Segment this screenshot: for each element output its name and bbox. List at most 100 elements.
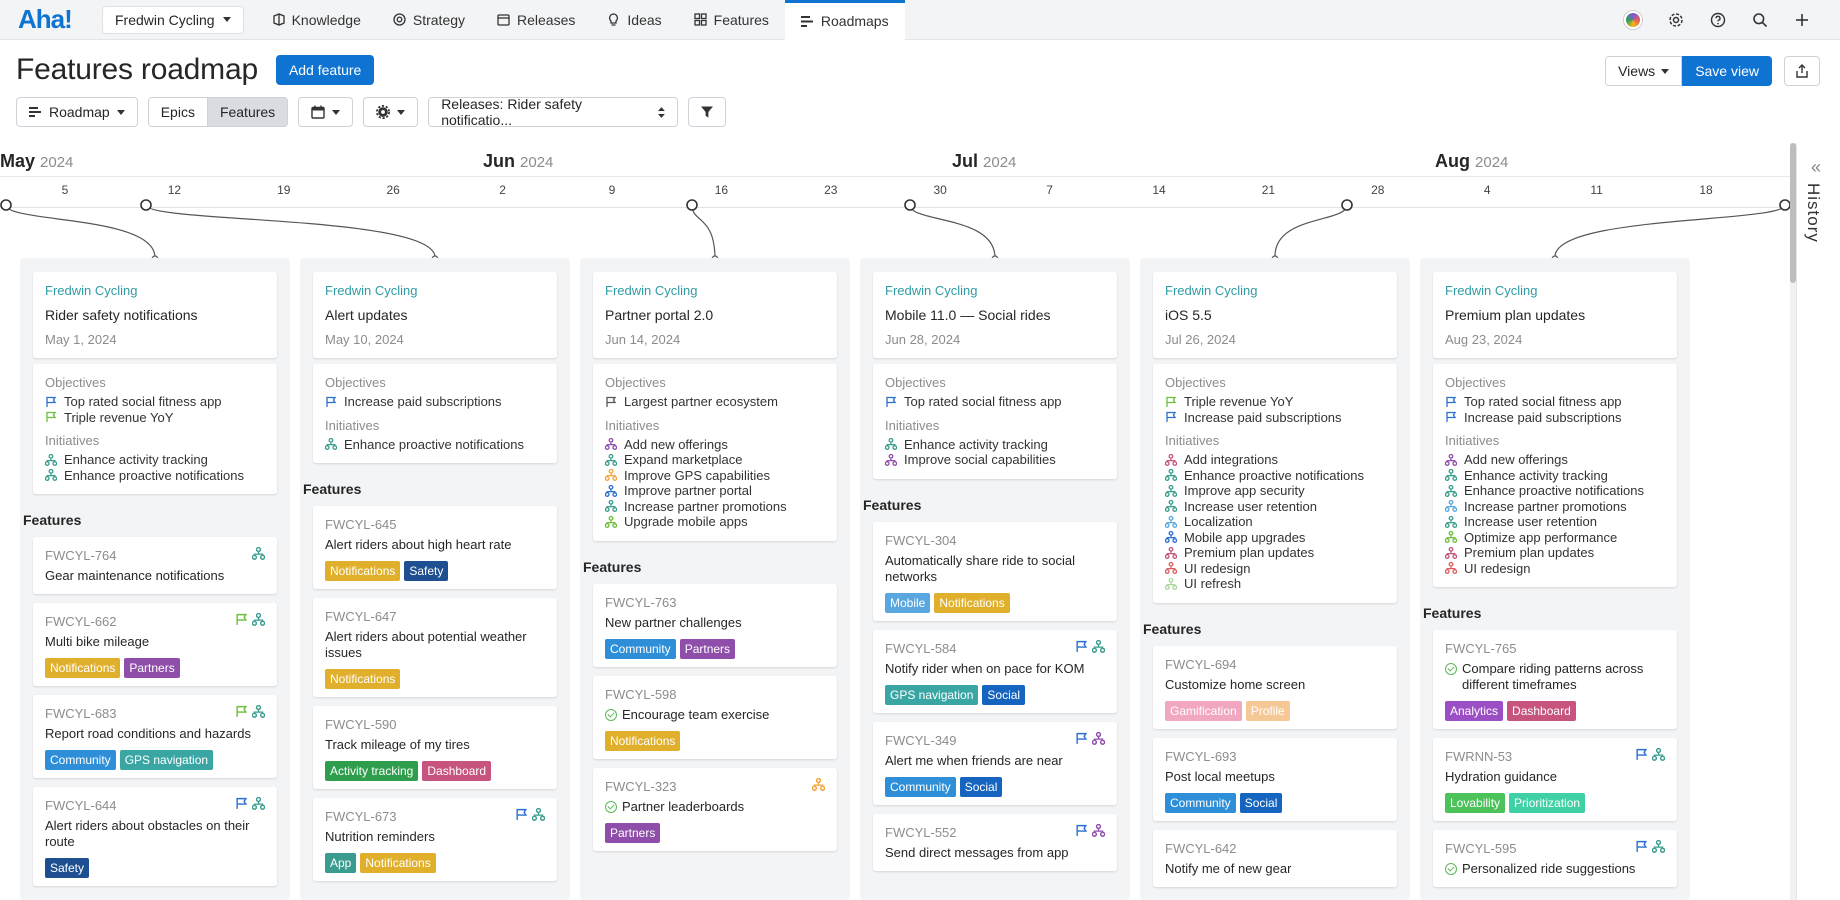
initiative-item[interactable]: Upgrade mobile apps (605, 514, 825, 530)
initiative-item[interactable]: Increase user retention (1445, 514, 1665, 530)
release-card[interactable]: Fredwin Cycling Rider safety notification… (33, 272, 277, 358)
initiative-item[interactable]: Enhance proactive notifications (325, 437, 545, 453)
objective-item[interactable]: Top rated social fitness app (1445, 394, 1665, 410)
feature-reference[interactable]: FWCYL-763 (605, 594, 677, 610)
share-button[interactable] (1784, 56, 1820, 86)
release-marker[interactable] (1779, 199, 1790, 211)
tag[interactable]: Activity tracking (325, 761, 419, 781)
feature-reference[interactable]: FWCYL-642 (1165, 840, 1237, 856)
avatar[interactable] (1624, 10, 1642, 29)
release-name[interactable]: Premium plan updates (1445, 307, 1586, 323)
initiative-item[interactable]: Increase partner promotions (605, 499, 825, 515)
tag[interactable]: Gamification (1165, 700, 1242, 721)
release-card[interactable]: Fredwin Cycling Mobile 11.0 — Social ride… (873, 272, 1117, 358)
feature-card[interactable]: FWCYL-304 Automatically share ride to soc… (873, 521, 1117, 621)
feature-card[interactable]: FWCYL-683 Report road conditions and haza… (33, 695, 277, 778)
add-feature-button[interactable]: Add feature (275, 55, 375, 85)
initiative-item[interactable]: Enhance activity tracking (885, 437, 1105, 453)
feature-reference[interactable]: FWCYL-673 (325, 809, 397, 824)
objective-item[interactable]: Top rated social fitness app (885, 394, 1105, 410)
views-dropdown[interactable]: Views (1605, 56, 1683, 86)
tag[interactable]: Dashboard (1507, 701, 1576, 721)
initiative-item[interactable]: Improve social capabilities (885, 452, 1105, 468)
search-icon[interactable] (1752, 12, 1768, 28)
release-marker[interactable] (904, 199, 916, 211)
feature-reference[interactable]: FWCYL-590 (325, 717, 397, 732)
feature-reference[interactable]: FWCYL-647 (325, 609, 397, 624)
release-marker[interactable] (140, 199, 152, 211)
feature-reference[interactable]: FWCYL-584 (885, 640, 957, 656)
tab-features[interactable]: Features (678, 0, 785, 40)
feature-reference[interactable]: FWCYL-349 (885, 732, 957, 748)
initiative-item[interactable]: UI refresh (1165, 576, 1385, 592)
tag[interactable]: GPS navigation (119, 750, 214, 770)
tab-roadmaps[interactable]: Roadmaps (784, 0, 905, 40)
feature-reference[interactable]: FWCYL-552 (885, 824, 957, 840)
tag[interactable]: Notifications (934, 592, 1010, 613)
release-card[interactable]: Fredwin Cycling iOS 5.5 Jul 26, 2024 (1153, 272, 1397, 358)
save-view-button[interactable]: Save view (1682, 56, 1772, 86)
feature-card[interactable]: FWCYL-590 Track mileage of my tires Activi… (313, 706, 557, 789)
tag[interactable]: Safety (45, 858, 90, 878)
initiative-item[interactable]: Enhance proactive notifications (1445, 483, 1665, 499)
initiative-item[interactable]: UI redesign (1165, 561, 1385, 577)
objective-item[interactable]: Top rated social fitness app (45, 394, 265, 410)
objective-item[interactable]: Triple revenue YoY (1165, 394, 1385, 410)
release-name[interactable]: iOS 5.5 (1165, 307, 1212, 323)
feature-card[interactable]: FWCYL-763 New partner challenges Community… (593, 583, 837, 667)
plus-icon[interactable] (1794, 12, 1810, 28)
settings-dropdown[interactable] (363, 97, 419, 127)
feature-card[interactable]: FWCYL-323 Partner leaderboards Partners (593, 767, 837, 851)
feature-reference[interactable]: FWCYL-645 (325, 517, 397, 532)
feature-reference[interactable]: FWCYL-694 (1165, 656, 1237, 672)
initiative-item[interactable]: Enhance proactive notifications (1165, 468, 1385, 484)
history-panel[interactable]: « History (1796, 143, 1840, 900)
initiative-item[interactable]: Localization (1165, 514, 1385, 530)
vertical-scrollbar[interactable] (1790, 143, 1796, 900)
objective-item[interactable]: Increase paid subscriptions (1165, 410, 1385, 426)
tag[interactable]: Profile (1245, 700, 1290, 721)
feature-card[interactable]: FWCYL-645 Alert riders about high heart r… (313, 506, 557, 589)
initiative-item[interactable]: Premium plan updates (1165, 545, 1385, 561)
initiative-item[interactable]: Enhance activity tracking (45, 452, 265, 468)
releases-filter-select[interactable]: Releases: Rider safety notificatio... (428, 96, 679, 128)
release-marker[interactable] (686, 199, 698, 211)
feature-card[interactable]: FWCYL-642 Notify me of new gear (1153, 829, 1397, 887)
feature-reference[interactable]: FWCYL-662 (45, 614, 117, 629)
tag[interactable]: Mobile (885, 592, 931, 613)
feature-card[interactable]: FWCYL-647 Alert riders about potential we… (313, 598, 557, 697)
tag[interactable]: Partners (605, 822, 661, 843)
tag[interactable]: Notifications (45, 658, 121, 678)
tag[interactable]: Prioritization (1509, 793, 1586, 813)
tab-strategy[interactable]: Strategy (377, 0, 481, 40)
initiative-item[interactable]: Enhance activity tracking (1445, 468, 1665, 484)
initiative-item[interactable]: Add new offerings (1445, 452, 1665, 468)
objective-item[interactable]: Increase paid subscriptions (325, 394, 545, 410)
initiative-item[interactable]: Premium plan updates (1445, 545, 1665, 561)
tag[interactable]: Social (982, 684, 1026, 705)
tag[interactable]: Community (605, 638, 676, 659)
epics-toggle[interactable]: Epics (147, 97, 208, 127)
initiative-item[interactable]: Mobile app upgrades (1165, 530, 1385, 546)
feature-card[interactable]: FWCYL-644 Alert riders about obstacles on… (33, 787, 277, 886)
tag[interactable]: Lovability (1445, 793, 1506, 813)
feature-reference[interactable]: FWCYL-304 (885, 532, 957, 548)
gear-icon[interactable] (1668, 12, 1684, 28)
release-name[interactable]: Mobile 11.0 — Social rides (885, 307, 1051, 323)
tag[interactable]: Dashboard (422, 761, 492, 781)
feature-card[interactable]: FWCYL-598 Encourage team exercise Notifica… (593, 675, 837, 759)
initiative-item[interactable]: Expand marketplace (605, 452, 825, 468)
tag[interactable]: Safety (404, 561, 449, 581)
filter-button[interactable] (688, 97, 727, 127)
tag[interactable]: Community (1165, 792, 1236, 813)
feature-reference[interactable]: FWCYL-595 (1445, 841, 1517, 856)
tab-knowledge[interactable]: Knowledge (256, 0, 377, 40)
tag[interactable]: Community (885, 776, 956, 797)
date-range-dropdown[interactable] (298, 97, 354, 127)
release-card[interactable]: Fredwin Cycling Alert updates May 10, 2024 (313, 272, 557, 358)
feature-card[interactable]: FWCYL-552 Send direct messages from app (873, 813, 1117, 871)
feature-reference[interactable]: FWCYL-598 (605, 686, 677, 702)
objective-item[interactable]: Increase paid subscriptions (1445, 410, 1665, 426)
feature-reference[interactable]: FWCYL-683 (45, 706, 117, 721)
tag[interactable]: Social (959, 776, 1003, 797)
